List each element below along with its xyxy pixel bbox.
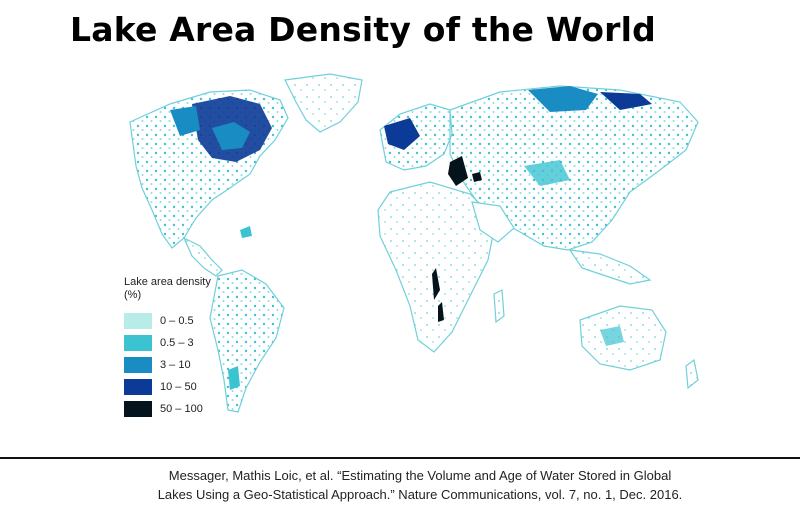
legend-label: 3 – 10 [160,359,191,371]
southeast-asia-shape [568,249,652,285]
citation-divider [0,457,800,459]
arabia-shape [471,201,515,243]
legend-item: 50 – 100 [124,400,234,418]
citation-line-1: Messager, Mathis Loic, et al. “Estimatin… [168,468,672,483]
legend-item: 0.5 – 3 [124,334,234,352]
legend-swatch [124,379,152,395]
legend-label: 0.5 – 3 [160,337,194,349]
new-zealand-shape [685,358,699,390]
page-title: Lake Area Density of the World [70,10,656,49]
legend-label: 0 – 0.5 [160,315,194,327]
map-legend: Lake area density (%) 0 – 0.5 0.5 – 3 3 – … [124,276,234,422]
legend-title: Lake area density (%) [124,276,211,301]
legend-swatch [124,335,152,351]
legend-item: 3 – 10 [124,356,234,374]
high-density-lake-regions [170,86,652,390]
legend-item: 0 – 0.5 [124,312,234,330]
legend-swatch [124,313,152,329]
world-lake-density-map [100,70,712,440]
citation: Messager, Mathis Loic, et al. “Estimatin… [110,466,730,504]
legend-swatch [124,401,152,417]
world-map-svg [129,73,699,413]
legend-label: 10 – 50 [160,381,197,393]
citation-line-2: Lakes Using a Geo-Statistical Approach.”… [157,487,683,502]
legend-label: 50 – 100 [160,403,203,415]
legend-swatch [124,357,152,373]
central-america-shape [182,236,223,277]
africa-shape [377,181,497,353]
south-america-shape [209,269,285,413]
legend-item: 10 – 50 [124,378,234,396]
legend-items: 0 – 0.5 0.5 – 3 3 – 10 10 – 50 50 – 100 [124,312,234,418]
madagascar-shape [493,289,505,324]
greenland-shape [284,73,363,133]
